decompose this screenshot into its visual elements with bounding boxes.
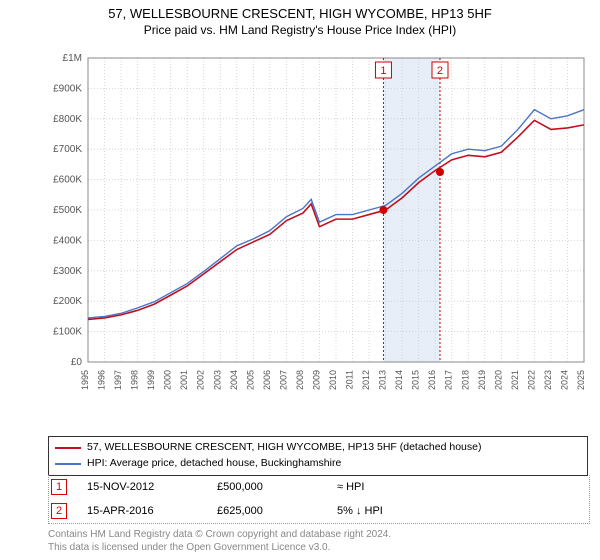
event-date: 15-NOV-2012 [87,481,197,493]
svg-text:2025: 2025 [576,370,586,390]
svg-text:2008: 2008 [295,370,305,390]
svg-text:£100K: £100K [53,327,82,338]
svg-text:2007: 2007 [278,370,288,390]
svg-text:2004: 2004 [229,370,239,390]
svg-text:2013: 2013 [378,370,388,390]
svg-text:£400K: £400K [53,235,82,246]
svg-text:2018: 2018 [460,370,470,390]
chart-title: 57, WELLESBOURNE CRESCENT, HIGH WYCOMBE,… [0,0,600,21]
legend-swatch-1 [55,447,81,449]
svg-text:2012: 2012 [361,370,371,390]
event-date: 15-APR-2016 [87,505,197,517]
svg-text:£500K: £500K [53,205,82,216]
event-row: 2 15-APR-2016 £625,000 5% ↓ HPI [49,499,589,523]
svg-text:2015: 2015 [411,370,421,390]
svg-text:£700K: £700K [53,144,82,155]
legend: 57, WELLESBOURNE CRESCENT, HIGH WYCOMBE,… [48,436,588,476]
svg-text:1996: 1996 [97,370,107,390]
svg-text:£900K: £900K [53,83,82,94]
svg-text:1997: 1997 [113,370,123,390]
svg-text:1995: 1995 [80,370,90,390]
event-row: 1 15-NOV-2012 £500,000 ≈ HPI [49,475,589,499]
svg-text:2002: 2002 [196,370,206,390]
svg-text:£200K: £200K [53,296,82,307]
legend-item-price-paid: 57, WELLESBOURNE CRESCENT, HIGH WYCOMBE,… [55,440,581,456]
event-marker: 1 [51,479,67,495]
svg-text:2009: 2009 [311,370,321,390]
svg-text:1: 1 [380,65,386,77]
legend-swatch-2 [55,463,81,465]
chart-subtitle: Price paid vs. HM Land Registry's House … [0,21,600,37]
legend-item-hpi: HPI: Average price, detached house, Buck… [55,456,581,472]
svg-text:2000: 2000 [163,370,173,390]
svg-text:£0: £0 [71,357,83,368]
svg-text:2022: 2022 [526,370,536,390]
svg-text:2024: 2024 [559,370,569,390]
event-delta: 5% ↓ HPI [337,505,437,517]
svg-text:2023: 2023 [543,370,553,390]
event-delta: ≈ HPI [337,481,437,493]
footer-line-1: Contains HM Land Registry data © Crown c… [48,528,391,541]
svg-text:2010: 2010 [328,370,338,390]
svg-text:2019: 2019 [477,370,487,390]
svg-text:2017: 2017 [444,370,454,390]
svg-text:£1M: £1M [63,53,82,64]
event-price: £625,000 [217,505,317,517]
svg-text:£800K: £800K [53,114,82,125]
svg-text:1998: 1998 [130,370,140,390]
legend-label-1: 57, WELLESBOURNE CRESCENT, HIGH WYCOMBE,… [87,440,481,456]
svg-text:£300K: £300K [53,266,82,277]
svg-text:2020: 2020 [493,370,503,390]
event-marker: 2 [51,503,67,519]
svg-text:£600K: £600K [53,175,82,186]
event-price: £500,000 [217,481,317,493]
svg-text:2016: 2016 [427,370,437,390]
svg-text:2021: 2021 [510,370,520,390]
price-chart: £0 £100K £200K £300K £400K £500K £600K £700K £80… [48,52,588,402]
svg-text:2006: 2006 [262,370,272,390]
legend-label-2: HPI: Average price, detached house, Buck… [87,456,341,472]
events-table: 1 15-NOV-2012 £500,000 ≈ HPI 2 15-APR-2016 £62… [48,475,590,524]
svg-text:2003: 2003 [212,370,222,390]
footer-line-2: This data is licensed under the Open Gov… [48,541,391,554]
svg-text:1999: 1999 [146,370,156,390]
svg-text:2014: 2014 [394,370,404,390]
svg-text:2001: 2001 [179,370,189,390]
svg-text:2: 2 [437,65,443,77]
svg-text:2011: 2011 [345,370,355,389]
footer: Contains HM Land Registry data © Crown c… [48,528,391,554]
svg-text:2005: 2005 [245,370,255,390]
